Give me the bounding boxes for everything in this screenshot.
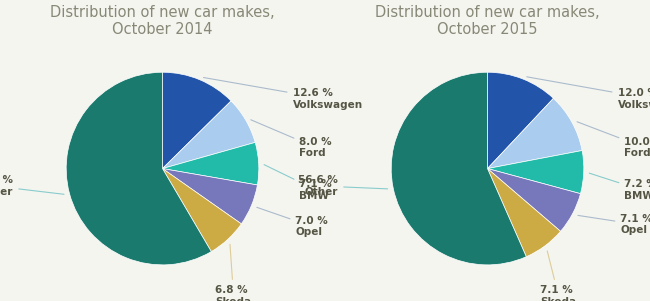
Wedge shape — [162, 169, 241, 252]
Wedge shape — [162, 142, 259, 185]
Wedge shape — [488, 72, 553, 169]
Text: 7.0 %
Opel: 7.0 % Opel — [257, 207, 328, 237]
Wedge shape — [162, 169, 257, 224]
Wedge shape — [488, 169, 580, 231]
Text: 7.1 %
BMW: 7.1 % BMW — [264, 165, 332, 200]
Text: 56.6 %
Other: 56.6 % Other — [298, 175, 387, 197]
Text: 6.8 %
Skoda: 6.8 % Skoda — [216, 244, 252, 301]
Wedge shape — [488, 98, 582, 169]
Text: 7.2 %
BMW: 7.2 % BMW — [590, 173, 650, 200]
Title: Distribution of new car makes,
October 2015: Distribution of new car makes, October 2… — [375, 5, 600, 37]
Text: 12.0 %
Volkswagen: 12.0 % Volkswagen — [526, 77, 650, 110]
Text: 7.1 %
Opel: 7.1 % Opel — [578, 214, 650, 235]
Wedge shape — [162, 72, 231, 169]
Wedge shape — [488, 150, 584, 194]
Wedge shape — [162, 101, 255, 169]
Wedge shape — [488, 169, 560, 257]
Text: 7.1 %
Skoda: 7.1 % Skoda — [541, 251, 577, 301]
Wedge shape — [391, 72, 526, 265]
Title: Distribution of new car makes,
October 2014: Distribution of new car makes, October 2… — [50, 5, 275, 37]
Text: 58.4 %
Other: 58.4 % Other — [0, 175, 64, 197]
Wedge shape — [66, 72, 211, 265]
Text: 8.0 %
Ford: 8.0 % Ford — [251, 120, 332, 158]
Text: 12.6 %
Volkswagen: 12.6 % Volkswagen — [203, 78, 363, 110]
Text: 10.0 %
Ford: 10.0 % Ford — [577, 122, 650, 158]
